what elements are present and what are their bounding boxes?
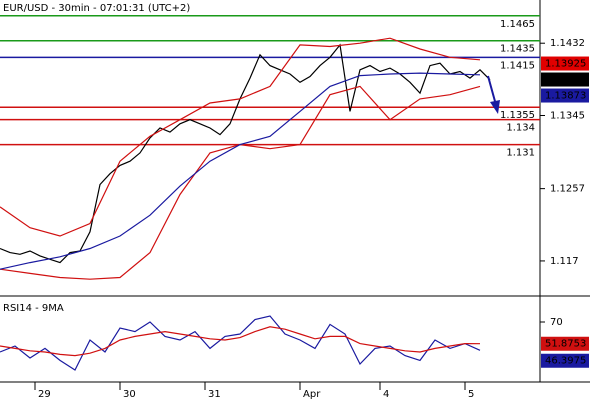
price-line bbox=[0, 43, 491, 264]
rsi-marker bbox=[541, 353, 589, 368]
y-tick-label: 1.117 bbox=[550, 256, 579, 267]
rsi-line bbox=[0, 315, 481, 371]
forecast-arrow bbox=[487, 75, 500, 114]
level-label: 1.1435 bbox=[500, 44, 535, 55]
rsi-marker bbox=[541, 336, 589, 351]
price-marker bbox=[541, 72, 589, 87]
chart-title: EUR/USD - 30min - 07:01:31 (UTC+2) bbox=[3, 3, 190, 14]
rsi-tick-label: 70 bbox=[550, 317, 563, 328]
level-label: 1.131 bbox=[506, 148, 535, 159]
price-marker-label: 1.13873 bbox=[545, 91, 586, 102]
price-marker-label: 1.13883 bbox=[545, 75, 586, 86]
arrow-shaft bbox=[487, 75, 497, 106]
x-tick-label: 31 bbox=[208, 389, 221, 400]
price-line bbox=[0, 72, 481, 270]
x-tick-label: 29 bbox=[38, 389, 51, 400]
x-tick-label: Apr bbox=[303, 389, 321, 400]
price-marker bbox=[541, 88, 589, 103]
arrow-head bbox=[490, 100, 500, 114]
y-tick-label: 1.1257 bbox=[550, 184, 585, 195]
rsi-line bbox=[0, 326, 481, 357]
price-line bbox=[0, 37, 481, 237]
level-label: 1.134 bbox=[506, 123, 535, 134]
x-tick-label: 5 bbox=[468, 389, 474, 400]
level-label: 1.1415 bbox=[500, 60, 535, 71]
level-label: 1.1355 bbox=[500, 110, 535, 121]
x-tick-label: 30 bbox=[123, 389, 136, 400]
rsi-title: RSI14 - 9MA bbox=[3, 303, 64, 314]
y-tick-label: 1.1345 bbox=[550, 111, 585, 122]
x-tick-label: 4 bbox=[383, 389, 389, 400]
rsi-marker-label: 51.8753 bbox=[545, 339, 586, 350]
price-marker bbox=[541, 56, 589, 71]
level-label: 1.1465 bbox=[500, 19, 535, 30]
y-tick-label: 1.1432 bbox=[550, 38, 585, 49]
rsi-marker-label: 46.3975 bbox=[545, 356, 586, 367]
price-marker-label: 1.13925 bbox=[545, 59, 586, 70]
